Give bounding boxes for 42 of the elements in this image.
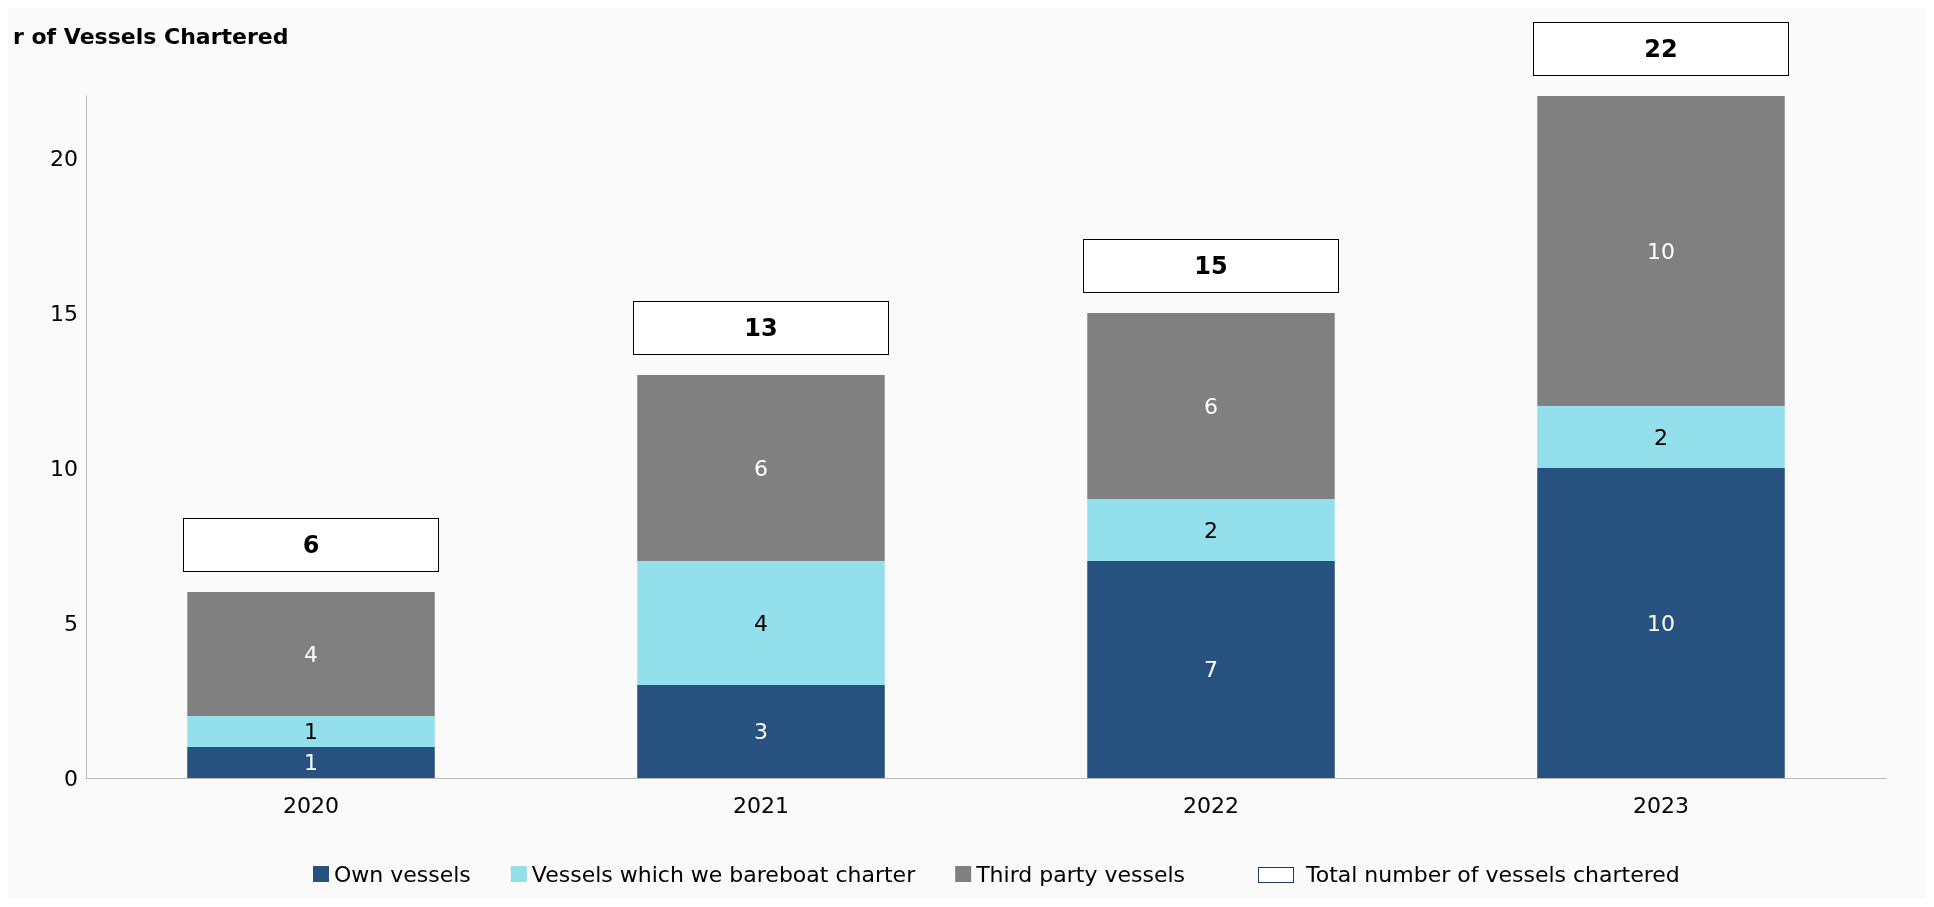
y-tick-label: 0 xyxy=(64,765,78,791)
bar xyxy=(187,747,435,778)
y-tick-label: 20 xyxy=(50,145,78,171)
legend-label: Vessels which we bareboat charter xyxy=(531,861,917,887)
bar xyxy=(1087,561,1335,778)
data-label: 4 xyxy=(304,641,318,667)
bar xyxy=(637,375,885,561)
bar xyxy=(187,716,435,747)
bar xyxy=(1537,96,1785,406)
y-tick-label: 10 xyxy=(50,455,78,481)
text: Total number of vessels chartered xyxy=(1306,862,1680,887)
bar xyxy=(1087,313,1335,499)
bar xyxy=(637,685,885,778)
bar xyxy=(187,592,435,716)
y-tick-label: 15 xyxy=(50,300,78,326)
label-box: 15 xyxy=(1083,239,1339,293)
data-label: 1 xyxy=(304,719,318,744)
bar xyxy=(1537,406,1785,468)
label-box: 6 xyxy=(183,518,439,572)
x-tick-label: 2021 xyxy=(733,792,789,818)
legend-label: Third party vessels xyxy=(975,861,1186,887)
bar xyxy=(1537,468,1785,778)
data-label: 2 xyxy=(1204,517,1218,543)
data-label: 6 xyxy=(754,455,768,481)
bar xyxy=(637,561,885,685)
bar xyxy=(1087,499,1335,561)
x-tick-label: 2022 xyxy=(1183,792,1239,818)
label-box: 22 xyxy=(1533,22,1789,76)
data-label: 7 xyxy=(1204,657,1218,682)
data-label: 10 xyxy=(1647,610,1675,636)
data-label: 6 xyxy=(1204,393,1218,419)
data-label: 2 xyxy=(1654,424,1668,450)
label-box: 13 xyxy=(633,301,889,355)
x-tick-label: 2023 xyxy=(1633,792,1689,818)
y-tick-label: 5 xyxy=(64,610,78,636)
data-label: 1 xyxy=(304,750,318,775)
chart-title: r of Vessels Chartered xyxy=(13,23,289,49)
data-label: 4 xyxy=(754,610,768,636)
x-tick-label: 2020 xyxy=(283,792,339,818)
data-label: 10 xyxy=(1647,238,1675,264)
data-label: 3 xyxy=(754,719,768,744)
legend-label: Own vessels xyxy=(334,861,471,887)
